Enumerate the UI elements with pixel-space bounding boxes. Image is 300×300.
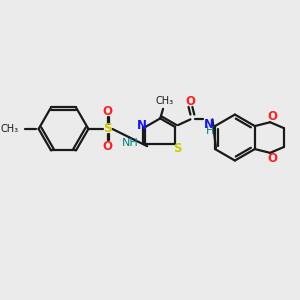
Text: CH₃: CH₃ bbox=[0, 124, 19, 134]
Text: O: O bbox=[185, 95, 196, 108]
Text: N: N bbox=[136, 118, 146, 132]
Text: O: O bbox=[103, 140, 112, 153]
Text: NH: NH bbox=[122, 138, 139, 148]
Text: O: O bbox=[103, 105, 112, 118]
Text: N: N bbox=[204, 118, 214, 130]
Text: S: S bbox=[173, 142, 181, 154]
Text: CH₃: CH₃ bbox=[156, 96, 174, 106]
Text: H: H bbox=[206, 126, 215, 136]
Text: O: O bbox=[267, 110, 277, 123]
Text: O: O bbox=[267, 152, 277, 165]
Text: S: S bbox=[103, 122, 112, 135]
